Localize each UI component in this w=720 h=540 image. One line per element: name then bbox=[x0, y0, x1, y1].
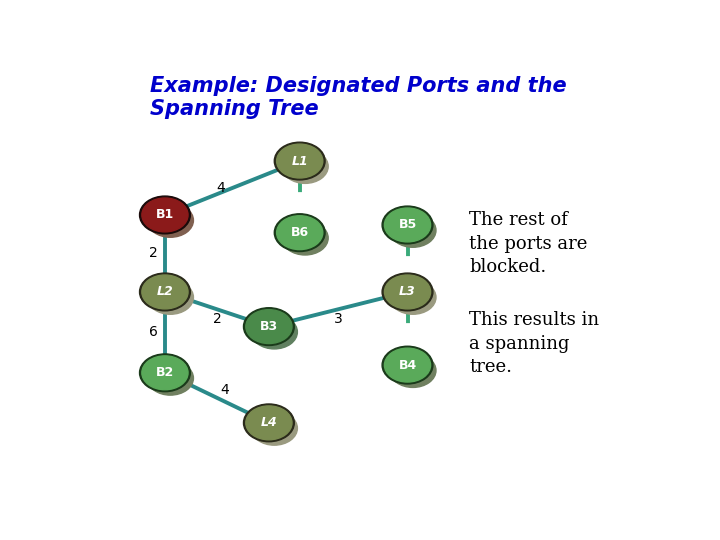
Ellipse shape bbox=[382, 273, 433, 311]
Ellipse shape bbox=[140, 196, 190, 234]
Ellipse shape bbox=[142, 356, 188, 390]
Text: B4: B4 bbox=[398, 359, 417, 372]
Text: 4: 4 bbox=[220, 383, 229, 397]
Ellipse shape bbox=[251, 315, 297, 349]
Ellipse shape bbox=[382, 346, 433, 384]
Ellipse shape bbox=[384, 275, 431, 309]
Text: This results in
a spanning
tree.: This results in a spanning tree. bbox=[469, 311, 599, 376]
Ellipse shape bbox=[276, 144, 323, 178]
Text: L1: L1 bbox=[292, 154, 308, 167]
Ellipse shape bbox=[246, 406, 292, 440]
Ellipse shape bbox=[140, 354, 190, 391]
Ellipse shape bbox=[140, 273, 190, 311]
Ellipse shape bbox=[390, 213, 436, 247]
Text: B5: B5 bbox=[398, 219, 417, 232]
Ellipse shape bbox=[243, 308, 294, 346]
Ellipse shape bbox=[282, 150, 328, 184]
Text: B3: B3 bbox=[260, 320, 278, 333]
Ellipse shape bbox=[390, 354, 436, 387]
Ellipse shape bbox=[282, 221, 328, 255]
Ellipse shape bbox=[243, 404, 294, 442]
Ellipse shape bbox=[384, 208, 431, 242]
Ellipse shape bbox=[142, 198, 188, 232]
Text: Example: Designated Ports and the: Example: Designated Ports and the bbox=[150, 76, 566, 96]
Ellipse shape bbox=[251, 411, 297, 445]
Ellipse shape bbox=[274, 214, 325, 252]
Ellipse shape bbox=[384, 348, 431, 382]
Text: 6: 6 bbox=[149, 326, 158, 339]
Text: 3: 3 bbox=[334, 312, 343, 326]
Text: B6: B6 bbox=[291, 226, 309, 239]
Text: 2: 2 bbox=[212, 312, 221, 326]
Ellipse shape bbox=[142, 275, 188, 309]
Text: 2: 2 bbox=[149, 246, 158, 260]
Text: B2: B2 bbox=[156, 366, 174, 379]
Ellipse shape bbox=[276, 215, 323, 249]
Ellipse shape bbox=[390, 280, 436, 314]
Text: L2: L2 bbox=[156, 286, 174, 299]
Text: B1: B1 bbox=[156, 208, 174, 221]
Text: 4: 4 bbox=[217, 181, 225, 195]
Ellipse shape bbox=[148, 280, 194, 314]
Ellipse shape bbox=[148, 361, 194, 395]
Ellipse shape bbox=[246, 309, 292, 343]
Text: L4: L4 bbox=[261, 416, 277, 429]
Text: Spanning Tree: Spanning Tree bbox=[150, 99, 318, 119]
Ellipse shape bbox=[148, 204, 194, 237]
Text: L3: L3 bbox=[399, 286, 416, 299]
Text: The rest of
the ports are
blocked.: The rest of the ports are blocked. bbox=[469, 211, 588, 276]
Ellipse shape bbox=[382, 206, 433, 244]
Ellipse shape bbox=[274, 142, 325, 180]
